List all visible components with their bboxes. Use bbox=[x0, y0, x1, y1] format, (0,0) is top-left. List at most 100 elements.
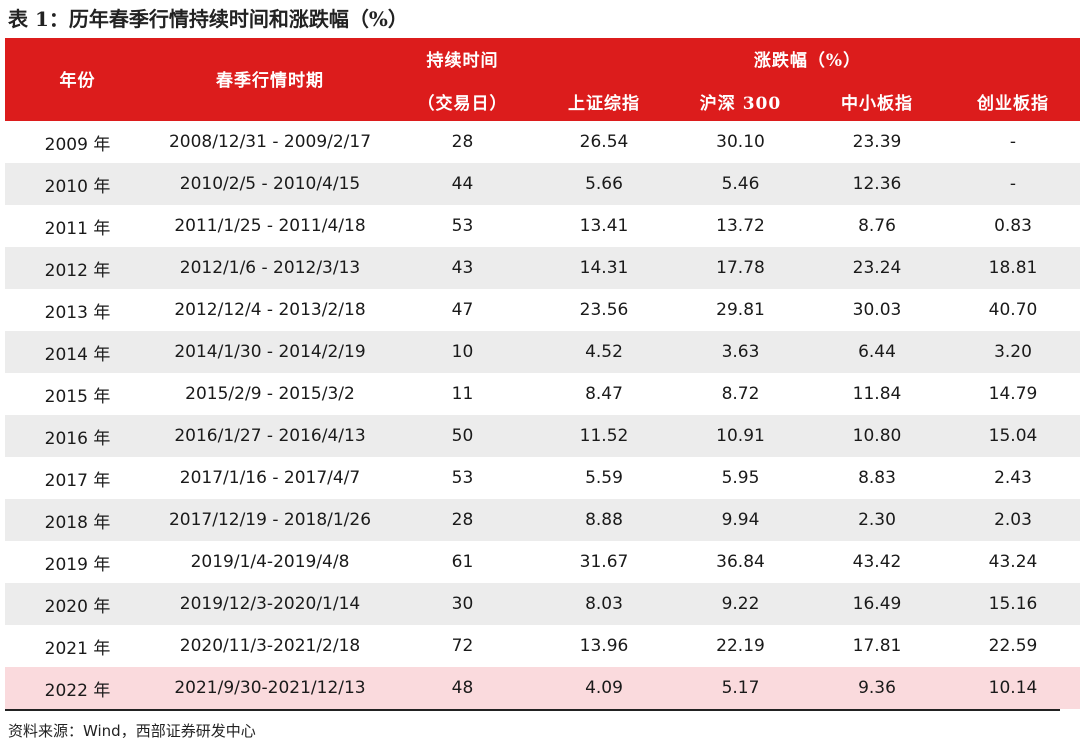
header-change-group: 涨跌幅（%） bbox=[753, 51, 862, 71]
cell-shanghai: 8.88 bbox=[585, 510, 623, 530]
cell-sme: 17.81 bbox=[852, 636, 902, 656]
cell-duration: 47 bbox=[451, 300, 474, 320]
cell-hs300: 30.10 bbox=[716, 132, 765, 152]
cell-shanghai: 5.66 bbox=[585, 174, 623, 194]
cell-sme: 11.84 bbox=[852, 384, 902, 404]
cell-period: 2017/1/16 - 2017/4/7 bbox=[179, 468, 361, 488]
cell-hs300: 29.81 bbox=[716, 300, 765, 320]
header-shanghai: 上证综指 bbox=[568, 94, 640, 114]
cell-period: 2012/1/6 - 2012/3/13 bbox=[179, 258, 361, 278]
cell-shanghai: 31.67 bbox=[579, 552, 629, 572]
cell-year: 2009 年 bbox=[44, 134, 111, 155]
table-bottom-rule bbox=[5, 709, 1060, 711]
table-row: 2013 年 2012/12/4 - 2013/2/18 47 23.56 29… bbox=[5, 289, 1080, 331]
table-row: 2014 年 2014/1/30 - 2014/2/19 10 4.52 3.6… bbox=[5, 331, 1080, 373]
cell-hs300: 10.91 bbox=[716, 426, 765, 446]
cell-shanghai: 5.59 bbox=[585, 468, 623, 488]
cell-chinext: 15.16 bbox=[988, 594, 1038, 614]
cell-year: 2015 年 bbox=[44, 386, 111, 407]
cell-duration: 43 bbox=[451, 258, 474, 278]
cell-duration: 53 bbox=[451, 468, 474, 488]
table-row: 2015 年 2015/2/9 - 2015/3/2 11 8.47 8.72 … bbox=[5, 373, 1080, 415]
cell-shanghai: 14.31 bbox=[579, 258, 629, 278]
cell-year: 2017 年 bbox=[44, 470, 111, 491]
cell-year: 2022 年 bbox=[44, 680, 111, 701]
cell-year: 2011 年 bbox=[44, 218, 111, 239]
cell-shanghai: 13.41 bbox=[579, 216, 629, 236]
cell-sme: 23.39 bbox=[852, 132, 902, 152]
table-row-highlighted: 2022 年 2021/9/30-2021/12/13 48 4.09 5.17… bbox=[5, 667, 1080, 709]
cell-duration: 28 bbox=[451, 132, 474, 152]
cell-duration: 11 bbox=[451, 384, 474, 404]
cell-sme: 8.83 bbox=[858, 468, 896, 488]
cell-shanghai: 8.47 bbox=[585, 384, 623, 404]
cell-year: 2013 年 bbox=[44, 302, 111, 323]
header-duration: 持续时间 bbox=[426, 51, 499, 71]
cell-duration: 10 bbox=[451, 342, 474, 362]
cell-shanghai: 11.52 bbox=[579, 426, 629, 446]
cell-sme: 10.80 bbox=[852, 426, 902, 446]
cell-chinext: 2.43 bbox=[994, 468, 1032, 488]
cell-hs300: 3.63 bbox=[721, 342, 760, 362]
cell-hs300: 17.78 bbox=[716, 258, 765, 278]
table-row: 2016 年 2016/1/27 - 2016/4/13 50 11.52 10… bbox=[5, 415, 1080, 457]
cell-chinext: - bbox=[1009, 174, 1017, 194]
cell-period: 2014/1/30 - 2014/2/19 bbox=[174, 342, 366, 362]
cell-chinext: 10.14 bbox=[988, 678, 1038, 698]
spring-rally-table: 年份 春季行情时期 持续时间 （交易日） 涨跌幅（%） 上证综指 沪深 300 … bbox=[5, 38, 1080, 711]
cell-year: 2018 年 bbox=[44, 512, 111, 533]
cell-duration: 44 bbox=[451, 174, 474, 194]
cell-year: 2021 年 bbox=[44, 638, 111, 659]
table-row: 2010 年 2010/2/5 - 2010/4/15 44 5.66 5.46… bbox=[5, 163, 1080, 205]
cell-shanghai: 4.52 bbox=[585, 342, 623, 362]
cell-period: 2020/11/3-2021/2/18 bbox=[179, 636, 361, 656]
table-title: 表 1：历年春季行情持续时间和涨跌幅（%） bbox=[8, 7, 408, 31]
cell-year: 2019 年 bbox=[44, 554, 111, 575]
table-row: 2021 年 2020/11/3-2021/2/18 72 13.96 22.1… bbox=[5, 625, 1080, 667]
cell-period: 2010/2/5 - 2010/4/15 bbox=[179, 174, 361, 194]
cell-shanghai: 4.09 bbox=[585, 678, 623, 698]
cell-shanghai: 26.54 bbox=[579, 132, 629, 152]
cell-chinext: 43.24 bbox=[988, 552, 1038, 572]
table-row: 2018 年 2017/12/19 - 2018/1/26 28 8.88 9.… bbox=[5, 499, 1080, 541]
cell-year: 2012 年 bbox=[44, 260, 111, 281]
cell-sme: 6.44 bbox=[858, 342, 896, 362]
cell-hs300: 5.17 bbox=[721, 678, 760, 698]
cell-period: 2021/9/30-2021/12/13 bbox=[174, 678, 366, 698]
cell-sme: 16.49 bbox=[852, 594, 902, 614]
table-body: 2009 年 2008/12/31 - 2009/2/17 28 26.54 3… bbox=[5, 121, 1080, 709]
cell-hs300: 9.94 bbox=[721, 510, 760, 530]
cell-year: 2010 年 bbox=[44, 176, 111, 197]
cell-chinext: 3.20 bbox=[994, 342, 1032, 362]
table-row: 2020 年 2019/12/3-2020/1/14 30 8.03 9.22 … bbox=[5, 583, 1080, 625]
cell-duration: 50 bbox=[451, 426, 474, 446]
cell-period: 2012/12/4 - 2013/2/18 bbox=[174, 300, 366, 320]
cell-hs300: 36.84 bbox=[716, 552, 765, 572]
table-row: 2011 年 2011/1/25 - 2011/4/18 53 13.41 13… bbox=[5, 205, 1080, 247]
source-note: 资料来源：Wind，西部证券研发中心 bbox=[8, 722, 256, 740]
header-chinext: 创业板指 bbox=[977, 94, 1049, 114]
header-period: 春季行情时期 bbox=[216, 71, 324, 91]
table-row: 2012 年 2012/1/6 - 2012/3/13 43 14.31 17.… bbox=[5, 247, 1080, 289]
cell-hs300: 22.19 bbox=[716, 636, 765, 656]
cell-hs300: 5.95 bbox=[721, 468, 760, 488]
cell-sme: 8.76 bbox=[858, 216, 896, 236]
cell-sme: 12.36 bbox=[852, 174, 902, 194]
cell-chinext: 2.03 bbox=[994, 510, 1032, 530]
cell-hs300: 13.72 bbox=[716, 216, 765, 236]
cell-period: 2019/1/4-2019/4/8 bbox=[190, 552, 350, 572]
cell-sme: 30.03 bbox=[852, 300, 902, 320]
cell-shanghai: 8.03 bbox=[585, 594, 623, 614]
cell-year: 2016 年 bbox=[44, 428, 111, 449]
cell-hs300: 5.46 bbox=[721, 174, 760, 194]
cell-year: 2020 年 bbox=[44, 596, 111, 617]
table-row: 2009 年 2008/12/31 - 2009/2/17 28 26.54 3… bbox=[5, 121, 1080, 163]
cell-shanghai: 23.56 bbox=[579, 300, 629, 320]
cell-duration: 30 bbox=[451, 594, 474, 614]
cell-year: 2014 年 bbox=[44, 344, 111, 365]
cell-chinext: 14.79 bbox=[988, 384, 1038, 404]
cell-chinext: 0.83 bbox=[994, 216, 1032, 236]
cell-period: 2016/1/27 - 2016/4/13 bbox=[174, 426, 366, 446]
cell-chinext: - bbox=[1009, 132, 1017, 152]
cell-hs300: 8.72 bbox=[721, 384, 760, 404]
